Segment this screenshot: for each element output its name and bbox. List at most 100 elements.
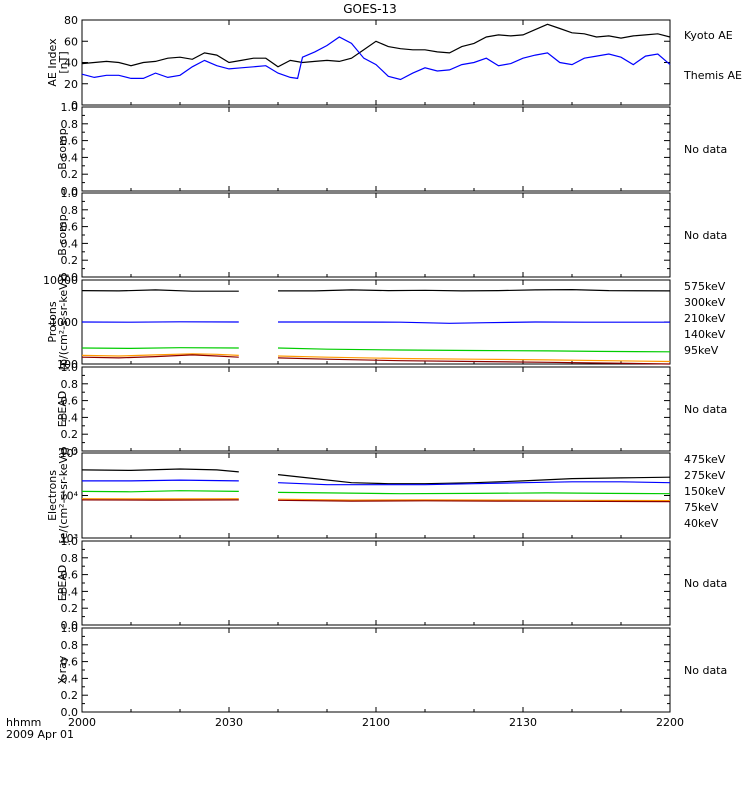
- y-tick-label: 1.0: [61, 101, 79, 114]
- y-tick-label: 10000: [43, 274, 78, 287]
- x-label-line1: hhmm: [6, 716, 41, 729]
- y-tick-label: 0.0: [61, 185, 79, 198]
- y-tick-label: 0.0: [61, 619, 79, 632]
- series-210kev-line: [81, 347, 239, 350]
- y-axis-label-line: [nT]: [57, 51, 70, 73]
- y-tick-label: 1.0: [61, 361, 79, 374]
- series-150kev-line: [81, 490, 239, 493]
- y-tick-label: 0.6: [61, 135, 79, 148]
- panel-epead2: 0.0 0.2 0.4 0.6 0.8 1.0 EPEAD No data: [56, 535, 727, 632]
- chart-title: GOES-13: [343, 2, 397, 16]
- x-tick-label: 2100: [362, 716, 390, 729]
- y-tick-label: 10⁴: [60, 490, 79, 503]
- series-300kev-line: [277, 355, 671, 363]
- series-75kev-line: [82, 479, 239, 482]
- y-tick-label: 0.0: [61, 445, 79, 458]
- panel-xray: 0.0 0.2 0.4 0.6 0.8 1.0 X-ray No data: [56, 622, 727, 719]
- y-tick-label: 0: [71, 99, 78, 112]
- y-tick-label: 0.6: [61, 395, 79, 408]
- legend-40kev: 40keV: [684, 517, 719, 530]
- series-40kev-line: [81, 468, 239, 473]
- legend-210kev: 210keV: [684, 312, 726, 325]
- y-tick-label: 0.2: [61, 254, 79, 267]
- y-axis-label: Protons[p/(cm²-s-sr-keV)]: [46, 274, 70, 371]
- y-axis-label-line: B comp: [56, 214, 69, 256]
- y-axis-label-line: X-ray: [56, 655, 69, 684]
- y-tick-label: 60: [64, 35, 78, 48]
- legend-275kev: 275keV: [684, 469, 726, 482]
- series-95kev-line: [278, 288, 671, 292]
- y-axis-label-line: Electrons: [46, 470, 59, 521]
- y-tick-label: 0.4: [61, 237, 79, 250]
- y-tick-label: 1.0: [61, 622, 79, 635]
- x-label-line2: 2009 Apr 01: [6, 728, 74, 741]
- y-tick-label: 0.4: [61, 585, 79, 598]
- x-tick-label: 2030: [215, 716, 243, 729]
- panel-bcomp2: 0.0 0.2 0.4 0.6 0.8 1.0 B comp No data: [56, 187, 727, 284]
- y-tick-label: 0.4: [61, 672, 79, 685]
- y-axis-label: EPEAD: [56, 565, 69, 602]
- y-axis-label: Electrons[e/(cm²-s-sr-keV)]: [46, 447, 70, 543]
- y-axis-label-line: [e/(cm²-s-sr-keV)]: [57, 447, 70, 543]
- y-axis-label: B comp: [56, 214, 69, 256]
- series-300kev-line: [81, 353, 239, 357]
- y-tick-label: 1.0: [61, 535, 79, 548]
- y-tick-label: 10³: [60, 532, 78, 545]
- y-tick-label: 0.6: [61, 656, 79, 669]
- y-tick-label: 0.6: [61, 221, 79, 234]
- y-tick-label: 0.0: [61, 706, 79, 719]
- legend-575kev: 575keV: [684, 280, 726, 293]
- y-tick-label: 1.0: [61, 187, 79, 200]
- series-kyoto-ae-line: [81, 36, 671, 81]
- series-275kev-line: [277, 498, 671, 502]
- y-tick-label: 0.0: [61, 271, 79, 284]
- y-tick-label: 0.2: [61, 602, 79, 615]
- series-475kev-line: [277, 499, 671, 503]
- legend-95kev: 95keV: [684, 344, 719, 357]
- legend-475kev: 475keV: [684, 453, 726, 466]
- x-axis: 2000 2030 2100 2130 2200: [68, 716, 684, 729]
- legend-75kev: 75keV: [684, 501, 719, 514]
- y-axis-label: EPEAD: [56, 391, 69, 428]
- y-tick-label: 0.2: [61, 689, 79, 702]
- y-tick-label: 20: [64, 78, 78, 91]
- y-tick-label: 0.8: [61, 639, 79, 652]
- panels: 0 20 40 60 80 AE Index[nT] Kyoto AE Themis AE 0.…: [43, 14, 742, 719]
- legend-kyoto-ae: Kyoto AE: [684, 29, 733, 42]
- y-tick-label: 100: [57, 358, 78, 371]
- series-575kev-line: [277, 357, 671, 365]
- y-tick-label: 0.6: [61, 569, 79, 582]
- panel-epead1: 0.0 0.2 0.4 0.6 0.8 1.0 EPEAD No data: [56, 361, 727, 458]
- y-axis-label-line: B comp: [56, 128, 69, 170]
- no-data-label: No data: [684, 143, 727, 156]
- y-axis-label: B comp: [56, 128, 69, 170]
- y-axis-label-line: AE Index: [46, 38, 59, 87]
- no-data-label: No data: [684, 577, 727, 590]
- y-axis-label-line: [p/(cm²-s-sr-keV)]: [57, 274, 70, 371]
- y-tick-label: 0.4: [61, 151, 79, 164]
- y-tick-label: 0.8: [61, 378, 79, 391]
- legend-300kev: 300keV: [684, 296, 726, 309]
- y-tick-label: 0.8: [61, 552, 79, 565]
- no-data-label: No data: [684, 403, 727, 416]
- panel-frame: [81, 452, 671, 539]
- no-data-label: No data: [684, 229, 727, 242]
- series-95kev-line: [81, 289, 239, 292]
- x-tick-label: 2200: [656, 716, 684, 729]
- series-150kev-line: [277, 491, 671, 495]
- y-tick-label: 0.2: [61, 428, 79, 441]
- y-axis-label: AE Index[nT]: [46, 38, 70, 87]
- y-tick-label: 0.8: [61, 204, 79, 217]
- panel-frame: [81, 366, 671, 452]
- y-tick-label: 0.4: [61, 411, 79, 424]
- panel-bcomp1: 0.0 0.2 0.4 0.6 0.8 1.0 B comp No data: [56, 101, 727, 198]
- series-40kev-line: [277, 474, 671, 485]
- panel-frame: [81, 627, 671, 713]
- legend-150kev: 150keV: [684, 485, 726, 498]
- legend-140kev: 140keV: [684, 328, 726, 341]
- x-tick-label: 2000: [68, 716, 96, 729]
- panel-frame: [81, 540, 671, 626]
